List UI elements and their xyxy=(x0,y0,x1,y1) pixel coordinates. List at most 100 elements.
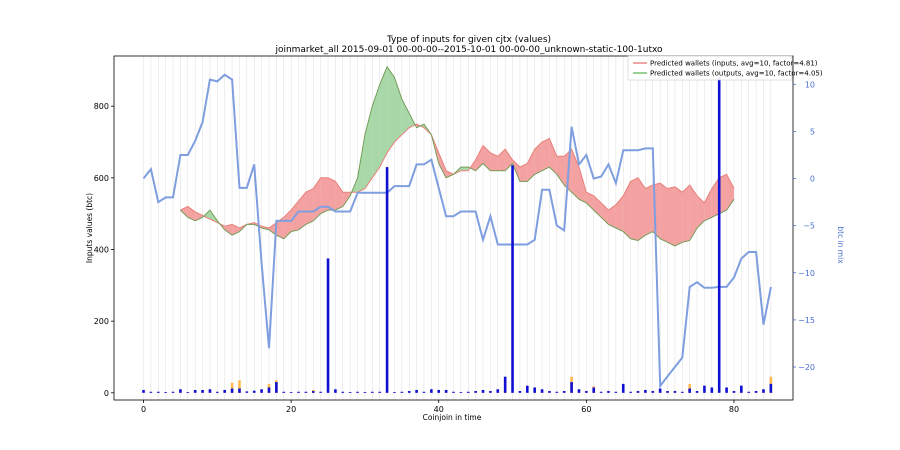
input-bar xyxy=(149,391,153,393)
fill-inputs-greater xyxy=(556,156,565,185)
input-bar xyxy=(186,392,190,393)
input-bar xyxy=(717,77,721,393)
fill-inputs-greater xyxy=(719,174,727,214)
fill-inputs-greater xyxy=(549,138,557,175)
input-bar xyxy=(740,385,743,393)
fill-inputs-greater xyxy=(571,149,579,200)
input-bar xyxy=(385,167,389,393)
input-bar xyxy=(311,391,315,393)
input-bar xyxy=(503,376,507,393)
fill-inputs-greater xyxy=(195,211,203,221)
input-bar xyxy=(437,389,441,393)
y2-tick-label: −10 xyxy=(798,269,815,278)
btc-in-mix-line xyxy=(142,73,772,389)
input-bar xyxy=(371,391,374,393)
input-bar xyxy=(356,391,359,393)
y2-tick-label: −5 xyxy=(803,222,815,231)
fill-inputs-greater xyxy=(674,186,683,246)
chart-title: Type of inputs for given cjtx (values) xyxy=(386,35,551,45)
input-bar xyxy=(747,391,751,393)
x-tick-label: 0 xyxy=(141,405,146,414)
y2-tick-label: 5 xyxy=(810,127,815,136)
fill-inputs-greater xyxy=(276,217,284,239)
input-bar xyxy=(452,391,455,393)
fill-inputs-greater xyxy=(505,149,513,171)
fill-inputs-greater xyxy=(490,152,498,171)
fill-inputs-greater xyxy=(623,181,631,239)
x-axis-ticks: 0 20 40 60 80 xyxy=(141,400,739,414)
input-bar xyxy=(304,391,308,393)
input-bar xyxy=(710,387,714,393)
series-lines xyxy=(142,65,772,389)
fill-outputs-greater xyxy=(401,99,410,135)
fill-inputs-greater xyxy=(711,177,720,218)
input-bar xyxy=(216,391,219,393)
fill-inputs-greater xyxy=(660,183,668,243)
y2-tick-label: 10 xyxy=(805,80,815,89)
input-bar xyxy=(466,391,470,393)
input-bar xyxy=(496,389,500,393)
fill-inputs-greater xyxy=(704,188,712,221)
fill-outputs-greater xyxy=(357,134,365,193)
legend: Predicted wallets (inputs, avg=10, facto… xyxy=(627,55,823,81)
input-bar xyxy=(666,391,669,393)
fill-inputs-greater xyxy=(320,177,328,214)
y-axis-ticks: 0 200 400 600 800 xyxy=(94,102,114,398)
input-bar xyxy=(754,391,758,393)
legend-box xyxy=(627,55,793,81)
input-bar xyxy=(577,389,581,393)
input-bar xyxy=(614,391,618,393)
input-bar xyxy=(230,388,234,393)
y-tick-label: 0 xyxy=(104,389,109,398)
y-tick-label: 800 xyxy=(94,102,109,111)
fill-inputs-greater xyxy=(682,185,690,243)
y2-tick-label: −15 xyxy=(798,316,815,325)
y-tick-label: 400 xyxy=(94,246,109,255)
input-bar xyxy=(526,385,529,393)
input-bar xyxy=(607,391,610,393)
input-bar xyxy=(422,391,426,393)
fill-outputs-greater xyxy=(364,106,373,189)
fill-inputs-greater xyxy=(689,185,698,241)
fill-inputs-greater xyxy=(269,222,277,236)
input-bar xyxy=(459,392,463,393)
input-bar xyxy=(142,389,145,393)
fill-inputs-greater xyxy=(475,145,483,171)
plot-frame xyxy=(113,55,794,401)
input-bar xyxy=(533,387,536,393)
input-bar xyxy=(680,391,684,393)
fill-inputs-greater xyxy=(342,192,351,207)
fill-inputs-greater xyxy=(519,163,528,182)
input-bar xyxy=(570,382,573,393)
minor-bar xyxy=(238,380,241,393)
input-bar xyxy=(289,392,293,393)
fill-inputs-greater xyxy=(542,138,550,171)
y-axis-label: Inputs values (btc) xyxy=(85,193,94,263)
input-bar xyxy=(326,258,330,393)
input-bar xyxy=(267,387,271,393)
chart-subtitle: joinmarket_all 2015-09-01 00-00-00--2015… xyxy=(274,45,663,55)
input-bar xyxy=(474,391,477,393)
input-bar xyxy=(769,383,773,393)
input-bar xyxy=(400,391,404,393)
y2-tick-label: 0 xyxy=(810,175,815,184)
input-bar xyxy=(599,391,603,393)
input-bar xyxy=(193,389,197,393)
input-bar xyxy=(511,165,514,393)
input-bar xyxy=(297,391,300,393)
input-bar xyxy=(208,389,212,393)
input-bar xyxy=(341,391,345,393)
input-bar xyxy=(703,385,706,393)
input-bar xyxy=(489,391,492,393)
input-bar xyxy=(629,391,632,393)
fill-inputs-greater xyxy=(305,188,314,225)
predicted-inputs-line xyxy=(180,123,735,229)
fill-inputs-greater xyxy=(446,170,454,178)
input-bar xyxy=(732,391,736,393)
input-bar xyxy=(592,387,596,393)
x-tick-label: 20 xyxy=(286,405,296,414)
y-tick-label: 200 xyxy=(94,317,109,326)
input-bar xyxy=(430,389,433,393)
minor-bar xyxy=(230,382,234,393)
